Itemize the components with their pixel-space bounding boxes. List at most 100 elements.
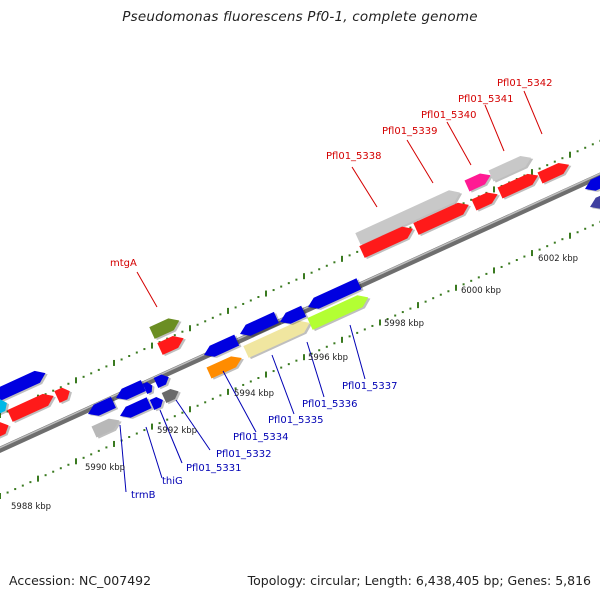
gene-arrow-body[interactable] bbox=[142, 381, 155, 395]
gene-arrow-body[interactable] bbox=[86, 396, 116, 420]
gene-arrow[interactable] bbox=[355, 186, 464, 247]
gene-arrow-body[interactable] bbox=[488, 152, 534, 182]
callout-Pfl01_5341 bbox=[484, 104, 505, 152]
gene-arrow-body[interactable] bbox=[157, 332, 186, 355]
gene-arrow-body[interactable] bbox=[307, 292, 371, 330]
gene-arrow-body[interactable] bbox=[537, 159, 572, 184]
gene-arrow-body[interactable] bbox=[153, 372, 171, 389]
tick-mark bbox=[6, 491, 9, 494]
gene-label-Pfl01_5338[interactable]: Pfl01_5338 bbox=[326, 151, 382, 162]
gene-arrow-body[interactable] bbox=[54, 385, 72, 403]
gene-arrow-body[interactable] bbox=[588, 190, 600, 213]
gene-arrow[interactable] bbox=[464, 169, 496, 193]
gene-arrow[interactable] bbox=[202, 334, 242, 362]
gene-arrow-body[interactable] bbox=[359, 223, 415, 258]
tick-mark bbox=[538, 167, 541, 170]
gene-arrow[interactable] bbox=[118, 397, 154, 424]
tick-mark bbox=[272, 289, 275, 292]
gene-arrow-body[interactable] bbox=[471, 189, 501, 211]
tick-mark bbox=[325, 345, 328, 348]
gene-arrow-body[interactable] bbox=[0, 367, 48, 409]
gene-arrow[interactable] bbox=[243, 316, 314, 360]
gene-arrow-body[interactable] bbox=[243, 317, 312, 358]
gene-arrow[interactable] bbox=[206, 352, 247, 380]
gene-arrow-body[interactable] bbox=[278, 305, 307, 328]
gene-label-Pfl01_5335[interactable]: Pfl01_5335 bbox=[268, 415, 324, 426]
gene-arrow-body[interactable] bbox=[413, 199, 471, 235]
gene-arrow[interactable] bbox=[537, 159, 574, 186]
gene-arrow-body[interactable] bbox=[118, 397, 152, 421]
gene-arrow[interactable] bbox=[86, 396, 119, 421]
gene-arrow[interactable] bbox=[54, 385, 74, 405]
gene-label-thiG[interactable]: thiG bbox=[162, 476, 183, 487]
tick-mark bbox=[0, 493, 1, 499]
gene-arrow[interactable] bbox=[161, 386, 183, 405]
tick-mark bbox=[439, 293, 442, 296]
gene-arrow-body[interactable] bbox=[7, 390, 56, 422]
gene-arrow-body[interactable] bbox=[0, 397, 10, 414]
gene-arrow[interactable] bbox=[114, 379, 148, 405]
gene-arrow[interactable] bbox=[0, 396, 12, 416]
gene-label-Pfl01_5337[interactable]: Pfl01_5337 bbox=[342, 381, 398, 392]
tick-mark bbox=[37, 475, 39, 482]
gene-arrow-body[interactable] bbox=[355, 187, 462, 245]
tick-mark bbox=[52, 389, 55, 392]
gene-arrow-body[interactable] bbox=[91, 415, 122, 438]
tick-mark bbox=[462, 283, 465, 286]
gene-label-mtgA[interactable]: mtgA bbox=[110, 258, 137, 269]
gene-arrow[interactable] bbox=[157, 332, 188, 357]
gene-arrow-body[interactable] bbox=[149, 315, 182, 339]
gene-arrow[interactable] bbox=[91, 414, 125, 439]
gene-arrow[interactable] bbox=[0, 367, 50, 411]
gene-arrow[interactable] bbox=[7, 390, 58, 424]
tick-mark bbox=[257, 296, 260, 299]
tick-mark bbox=[401, 311, 404, 314]
gene-arrow[interactable] bbox=[488, 152, 536, 184]
tick-mark bbox=[272, 370, 275, 373]
gene-arrow-body[interactable] bbox=[149, 395, 165, 411]
gene-arrow[interactable] bbox=[149, 394, 168, 412]
gene-arrow-body[interactable] bbox=[238, 311, 279, 340]
tick-mark bbox=[173, 334, 176, 337]
gene-arrow-body[interactable] bbox=[114, 380, 146, 403]
tick-mark bbox=[477, 276, 480, 279]
gene-arrow-body[interactable] bbox=[306, 278, 362, 312]
ruler-label: 5990 kbp bbox=[85, 463, 125, 473]
gene-arrow-body[interactable] bbox=[206, 353, 245, 379]
gene-arrow[interactable] bbox=[306, 278, 364, 315]
tick-mark bbox=[538, 248, 541, 251]
gene-arrow[interactable] bbox=[278, 305, 309, 329]
gene-label-Pfl01_5339[interactable]: Pfl01_5339 bbox=[382, 126, 438, 137]
gene-arrow-body[interactable] bbox=[202, 334, 240, 361]
gene-arrow[interactable] bbox=[149, 314, 184, 341]
gene-arrow[interactable] bbox=[588, 190, 600, 214]
gene-arrow-body[interactable] bbox=[0, 419, 11, 438]
gene-arrow-body[interactable] bbox=[497, 170, 541, 199]
gene-arrow-body[interactable] bbox=[464, 170, 494, 192]
tick-mark bbox=[105, 446, 108, 449]
gene-label-Pfl01_5341[interactable]: Pfl01_5341 bbox=[458, 94, 514, 105]
gene-label-Pfl01_5332[interactable]: Pfl01_5332 bbox=[216, 449, 272, 460]
gene-label-Pfl01_5334[interactable]: Pfl01_5334 bbox=[233, 432, 289, 443]
gene-label-Pfl01_5336[interactable]: Pfl01_5336 bbox=[302, 399, 358, 410]
tick-mark bbox=[462, 202, 465, 205]
tick-mark bbox=[409, 307, 412, 310]
callout-Pfl01_5336 bbox=[306, 341, 325, 398]
gene-arrow[interactable] bbox=[142, 380, 157, 396]
gene-arrow[interactable] bbox=[497, 169, 543, 200]
gene-label-trmB[interactable]: trmB bbox=[131, 490, 156, 501]
tick-mark bbox=[287, 282, 290, 285]
gene-arrow[interactable] bbox=[307, 291, 373, 332]
gene-label-Pfl01_5331[interactable]: Pfl01_5331 bbox=[186, 463, 242, 474]
tick-mark bbox=[447, 290, 450, 293]
gene-label-Pfl01_5342[interactable]: Pfl01_5342 bbox=[497, 78, 553, 89]
gene-arrow[interactable] bbox=[471, 188, 503, 212]
gene-arrow[interactable] bbox=[359, 222, 418, 260]
gene-arrow[interactable] bbox=[0, 419, 13, 440]
gene-label-Pfl01_5340[interactable]: Pfl01_5340 bbox=[421, 110, 477, 121]
gene-arrow[interactable] bbox=[413, 198, 473, 237]
gene-arrow-body[interactable] bbox=[161, 386, 181, 404]
gene-arrow[interactable] bbox=[238, 311, 282, 341]
gene-arrow[interactable] bbox=[153, 372, 173, 390]
tick-mark bbox=[196, 404, 199, 407]
